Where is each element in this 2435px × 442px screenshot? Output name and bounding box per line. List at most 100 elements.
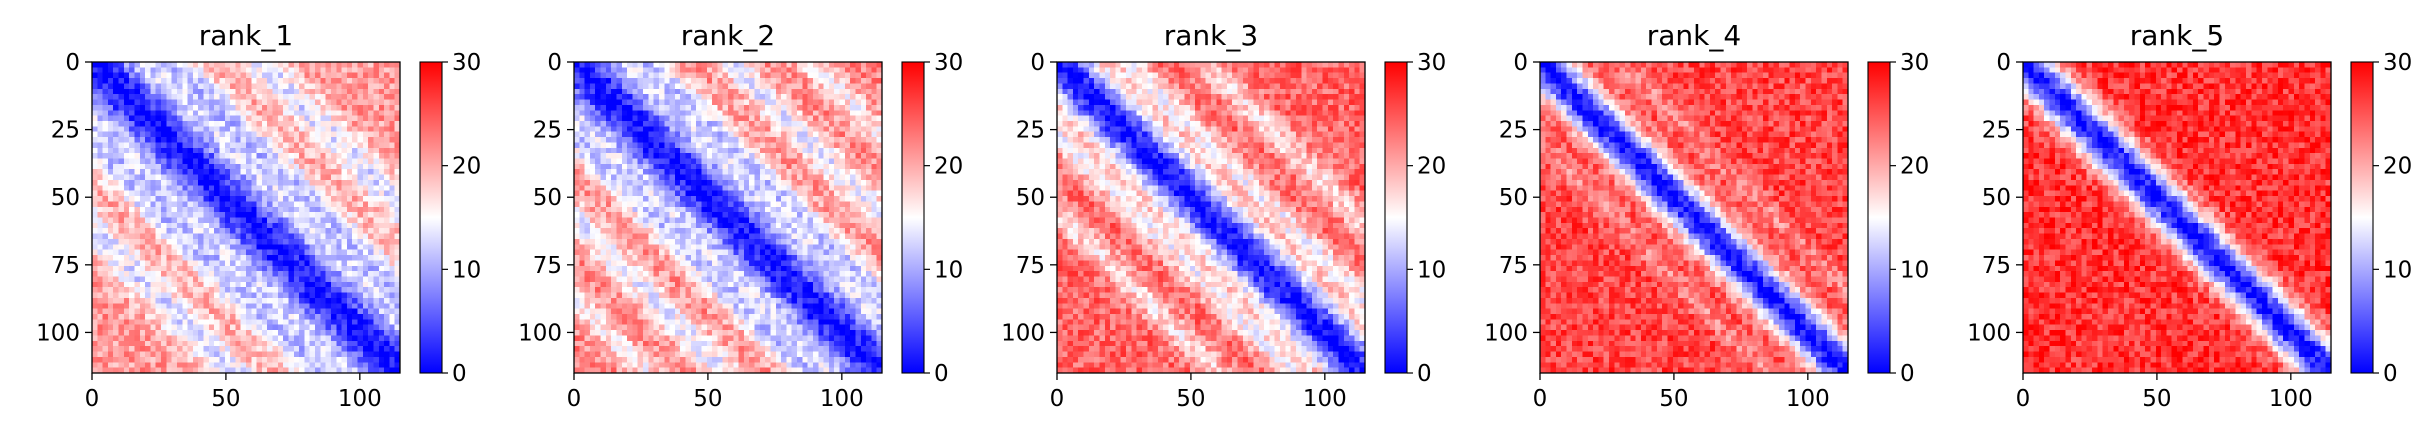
- heatmap-cell: [802, 89, 808, 95]
- heatmap-cell: [326, 228, 332, 234]
- heatmap-cell: [320, 276, 326, 282]
- heatmap-cell: [267, 223, 273, 229]
- heatmap-cell: [129, 309, 135, 315]
- heatmap-cell: [103, 303, 109, 309]
- heatmap-cell: [770, 110, 776, 116]
- heatmap-cell: [765, 132, 771, 138]
- heatmap-cell: [294, 352, 300, 358]
- heatmap-cell: [707, 201, 713, 207]
- heatmap-cell: [352, 191, 358, 197]
- heatmap-cell: [616, 185, 622, 191]
- heatmap-cell: [595, 78, 601, 84]
- heatmap-cell: [209, 148, 215, 154]
- heatmap-cell: [808, 62, 814, 68]
- heatmap-cell: [866, 153, 872, 159]
- heatmap-cell: [595, 62, 601, 68]
- heatmap-cell: [124, 271, 130, 277]
- heatmap-cell: [288, 330, 294, 336]
- heatmap-cell: [283, 330, 289, 336]
- heatmap-cell: [219, 148, 225, 154]
- heatmap-cell: [251, 303, 257, 309]
- heatmap-cell: [379, 239, 385, 245]
- heatmap-cell: [347, 78, 353, 84]
- heatmap-cell: [675, 148, 681, 154]
- heatmap-cell: [850, 110, 856, 116]
- heatmap-cell: [145, 89, 151, 95]
- heatmap-cell: [129, 271, 135, 277]
- heatmap-cell: [310, 89, 316, 95]
- heatmap-cell: [219, 271, 225, 277]
- heatmap-cell: [352, 110, 358, 116]
- heatmap-cell: [193, 255, 199, 261]
- heatmap-cell: [760, 164, 766, 170]
- heatmap-cell: [808, 175, 814, 181]
- heatmap-cell: [310, 116, 316, 122]
- heatmap-cell: [712, 110, 718, 116]
- heatmap-cell: [214, 255, 220, 261]
- heatmap-cell: [214, 346, 220, 352]
- heatmap-cell: [373, 276, 379, 282]
- heatmap-cell: [850, 94, 856, 100]
- heatmap-cell: [802, 196, 808, 202]
- heatmap-cell: [198, 201, 204, 207]
- heatmap-cell: [267, 287, 273, 293]
- heatmap-cell: [765, 100, 771, 106]
- heatmap-cell: [262, 201, 268, 207]
- heatmap-cell: [744, 78, 750, 84]
- heatmap-cell: [770, 180, 776, 186]
- heatmap-cell: [368, 169, 374, 175]
- heatmap-cell: [288, 314, 294, 320]
- heatmap-cell: [368, 239, 374, 245]
- heatmap-cell: [225, 271, 231, 277]
- heatmap-cell: [310, 325, 316, 331]
- heatmap-cell: [739, 137, 745, 143]
- heatmap-cell: [103, 341, 109, 347]
- heatmap-cell: [601, 175, 607, 181]
- heatmap-cell: [368, 319, 374, 325]
- heatmap-cell: [379, 132, 385, 138]
- heatmap-cell: [188, 89, 194, 95]
- heatmap-cell: [347, 159, 353, 165]
- heatmap-cell: [230, 207, 236, 213]
- heatmap-cell: [214, 330, 220, 336]
- heatmap-cell: [627, 121, 633, 127]
- heatmap-cell: [198, 148, 204, 154]
- heatmap-cell: [193, 196, 199, 202]
- heatmap-cell: [733, 164, 739, 170]
- heatmap-cell: [225, 73, 231, 79]
- heatmap-cell: [246, 89, 252, 95]
- heatmap-cell: [225, 260, 231, 266]
- heatmap-cell: [119, 223, 125, 229]
- heatmap-cell: [113, 137, 119, 143]
- heatmap-cell: [389, 309, 395, 315]
- heatmap-cell: [315, 78, 321, 84]
- heatmap-cell: [320, 191, 326, 197]
- heatmap-cell: [209, 153, 215, 159]
- heatmap-cell: [622, 201, 628, 207]
- heatmap-cell: [707, 94, 713, 100]
- heatmap-cell: [845, 148, 851, 154]
- heatmap-cell: [156, 164, 162, 170]
- heatmap-cell: [347, 218, 353, 224]
- heatmap-cell: [744, 105, 750, 111]
- heatmap-cell: [108, 314, 114, 320]
- heatmap-cell: [648, 121, 654, 127]
- heatmap-cell: [209, 255, 215, 261]
- heatmap-cell: [855, 78, 861, 84]
- heatmap-cell: [574, 100, 580, 106]
- heatmap-cell: [786, 116, 792, 122]
- heatmap-cell: [622, 207, 628, 213]
- heatmap-cell: [643, 83, 649, 89]
- heatmap-cell: [103, 191, 109, 197]
- heatmap-cell: [384, 153, 390, 159]
- heatmap-cell: [701, 100, 707, 106]
- heatmap-cell: [156, 239, 162, 245]
- heatmap-cell: [310, 314, 316, 320]
- heatmap-cell: [92, 207, 98, 213]
- heatmap-cell: [701, 78, 707, 84]
- heatmap-cell: [257, 137, 263, 143]
- heatmap-cell: [145, 116, 151, 122]
- heatmap-cell: [829, 201, 835, 207]
- heatmap-cell: [728, 137, 734, 143]
- heatmap-cell: [611, 142, 617, 148]
